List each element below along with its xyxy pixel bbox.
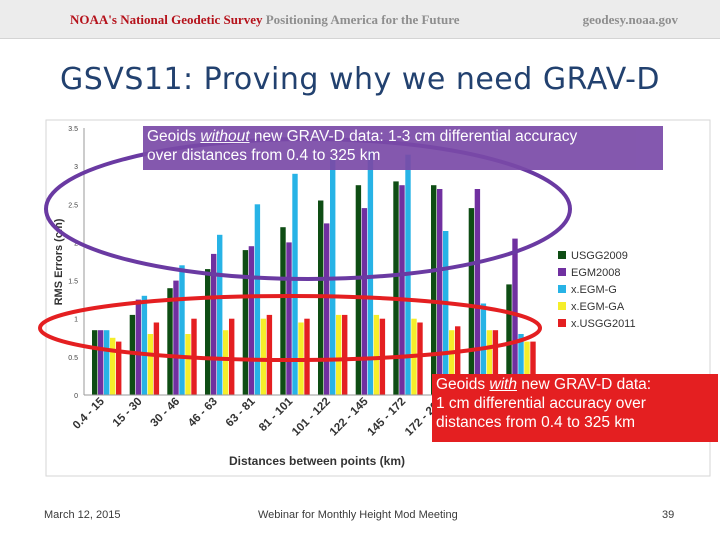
bar-x-usgg2011-5	[304, 318, 310, 395]
legend-swatch	[558, 319, 566, 327]
bar-x-egm-g-0	[104, 330, 110, 395]
chart-legend: USGG2009 EGM2008 x.EGM-G x.EGM-GA x.USGG2011	[558, 250, 636, 330]
x-axis-label: Distances between points (km)	[229, 454, 405, 468]
footer-date: March 12, 2015	[44, 509, 121, 521]
bar-x-egm-ga-6	[336, 314, 342, 395]
bar-usgg2009-8	[393, 181, 399, 395]
bar-x-egm-g-7	[367, 150, 374, 395]
bar-usgg2009-9	[431, 185, 437, 395]
bar-egm2008-10	[474, 189, 481, 395]
header-brand: NOAA's National Geodetic Survey	[70, 12, 263, 27]
legend-label: x.USGG2011	[571, 318, 636, 330]
bar-x-egm-ga-9	[449, 330, 455, 395]
footer-title: Webinar for Monthly Height Mod Meeting	[258, 509, 458, 521]
bar-usgg2009-4	[242, 250, 249, 395]
header-website: geodesy.noaa.gov	[582, 12, 678, 27]
callout-top-line2: over distances from 0.4 to 325 km	[147, 147, 381, 164]
bar-x-egm-ga-10	[486, 330, 493, 395]
bar-x-egm-ga-1	[147, 334, 154, 395]
legend-label: USGG2009	[571, 250, 628, 262]
bar-usgg2009-1	[129, 314, 136, 395]
bar-x-egm-g-3	[217, 234, 223, 395]
bar-egm2008-0	[98, 330, 104, 395]
header-tagline: Positioning America for the Future	[265, 12, 460, 27]
slide-header: NOAA's National Geodetic Survey Position…	[0, 0, 720, 39]
red-ellipse	[38, 294, 542, 362]
legend-swatch	[558, 268, 566, 276]
bar-x-egm-g-11	[518, 334, 524, 395]
bar-x-egm-g-5	[292, 173, 298, 395]
bar-usgg2009-7	[355, 185, 362, 395]
bar-usgg2009-10	[468, 208, 475, 395]
bar-egm2008-1	[135, 299, 142, 395]
bar-x-egm-g-1	[141, 295, 148, 395]
page-number: 39	[662, 509, 675, 521]
bar-x-usgg2011-6	[342, 314, 348, 395]
bar-x-usgg2011-11	[530, 341, 536, 395]
bar-usgg2009-3	[205, 269, 211, 395]
bar-x-usgg2011-9	[455, 326, 461, 395]
y-tick-label: 0	[74, 393, 78, 400]
callout-top-line1: Geoids without new GRAV-D data: 1-3 cm d…	[147, 127, 659, 146]
bar-egm2008-9	[437, 189, 443, 395]
legend-swatch	[558, 251, 566, 259]
bar-x-usgg2011-1	[153, 322, 160, 395]
bar-x-usgg2011-0	[116, 341, 122, 395]
callout-without-gravd: Geoids without new GRAV-D data: 1-3 cm d…	[143, 126, 663, 170]
y-tick-label: 2.5	[68, 202, 78, 209]
bar-x-usgg2011-10	[492, 330, 499, 395]
bar-x-egm-ga-0	[110, 337, 116, 395]
bar-egm2008-8	[399, 185, 405, 395]
bar-usgg2009-5	[280, 227, 286, 395]
slide-title: GSVS11: Proving why we need GRAV-D	[60, 62, 660, 97]
y-axis-label: RMS Errors (cm)	[53, 218, 65, 305]
legend-swatch	[558, 302, 566, 310]
bar-x-egm-ga-7	[373, 314, 380, 395]
legend-label: x.EGM-G	[571, 284, 617, 296]
callout-bottom-em: with	[489, 376, 517, 393]
y-tick-label: 1.5	[68, 279, 78, 286]
y-tick-label: 1	[74, 317, 78, 324]
legend-label: EGM2008	[571, 267, 621, 279]
bar-usgg2009-0	[92, 330, 98, 395]
callout-top-post: new GRAV-D data: 1-3 cm differential acc…	[249, 128, 578, 145]
bar-x-egm-ga-4	[260, 318, 267, 395]
bar-egm2008-2	[173, 280, 179, 395]
y-tick-label: 0.5	[68, 355, 78, 362]
bar-x-egm-g-2	[179, 265, 185, 395]
bar-x-egm-ga-3	[223, 330, 229, 395]
callout-bottom-line2: 1 cm differential accuracy over	[436, 395, 646, 412]
bar-usgg2009-11	[506, 284, 512, 395]
y-tick-label: 3	[74, 164, 78, 171]
bar-x-egm-ga-11	[524, 341, 530, 395]
bar-egm2008-11	[512, 238, 518, 395]
y-tick-labels: 0 0.5 1 1.5 2 2.5 3 3.5	[68, 126, 78, 400]
callout-bottom-line3: distances from 0.4 to 325 km	[436, 414, 636, 431]
callout-top-em: without	[200, 128, 250, 145]
bar-x-usgg2011-3	[229, 318, 235, 395]
bar-egm2008-7	[361, 208, 368, 395]
callout-with-gravd: Geoids with new GRAV-D data: 1 cm differ…	[432, 374, 718, 442]
bar-egm2008-5	[286, 242, 292, 395]
bar-x-egm-g-9	[443, 231, 449, 395]
bar-x-egm-g-4	[254, 204, 261, 395]
y-tick-label: 3.5	[68, 126, 78, 133]
legend-swatch	[558, 285, 566, 293]
callout-bottom-line1: Geoids with new GRAV-D data:	[436, 375, 714, 394]
bar-x-usgg2011-8	[417, 322, 423, 395]
bar-egm2008-3	[211, 253, 217, 395]
bar-usgg2009-2	[167, 288, 173, 395]
legend-label: x.EGM-GA	[571, 301, 625, 313]
bar-x-usgg2011-4	[266, 314, 273, 395]
bar-egm2008-6	[324, 223, 330, 395]
bar-egm2008-4	[248, 246, 255, 395]
callout-top-pre: Geoids	[147, 128, 201, 145]
header-brand-line: NOAA's National Geodetic Survey Position…	[70, 12, 460, 28]
y-tick-label: 2	[74, 240, 78, 247]
bar-x-egm-ga-2	[185, 334, 191, 395]
callout-bottom-post: new GRAV-D data:	[517, 376, 652, 393]
callout-bottom-pre: Geoids	[436, 376, 490, 393]
